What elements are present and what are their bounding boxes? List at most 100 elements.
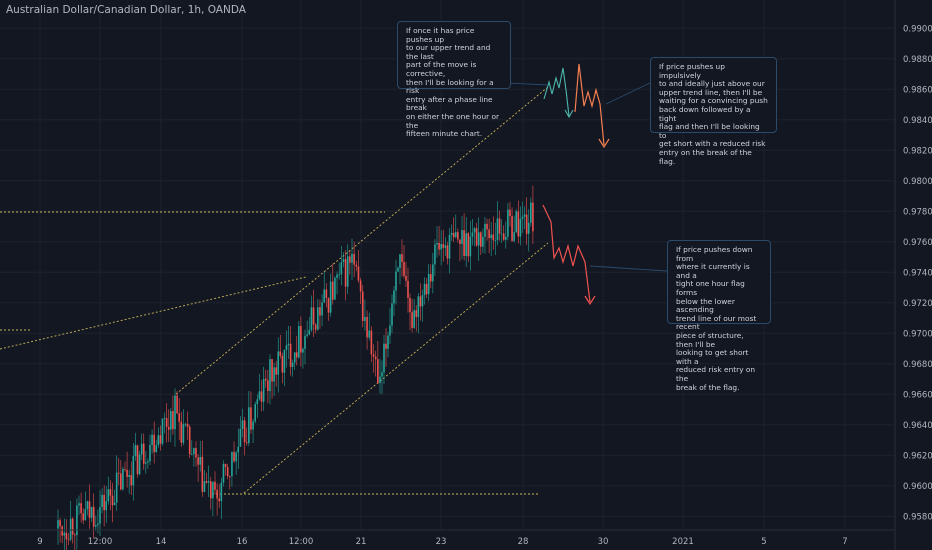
candle [218,484,221,508]
candle [254,401,256,424]
candle [295,335,298,366]
candle [149,434,151,465]
candle [241,408,244,438]
old-trend-line [0,276,307,350]
candle [277,337,280,393]
note-top: If once it has price pushes up to our up… [397,21,511,138]
candle [298,321,300,359]
candle [393,285,395,317]
green-projection-path [543,67,570,117]
candle [61,525,63,544]
candle [111,482,114,523]
candle [273,362,275,397]
candle [145,451,147,474]
candle [199,440,202,472]
candle [226,463,229,480]
candle [511,207,513,243]
candle [205,472,208,484]
candle [523,206,526,230]
candle [80,492,82,523]
x-tick-label: 9 [37,537,42,547]
candle [157,427,160,448]
candle [153,421,155,464]
candle [165,403,168,443]
candle [245,427,248,446]
candle [95,515,97,531]
candle [338,262,340,280]
candle [182,409,185,446]
candle [229,475,231,490]
candle [502,225,505,241]
candle [186,411,189,440]
candle [457,228,459,243]
candle [304,329,306,365]
candle [275,360,277,387]
candle [124,461,126,472]
candle [372,344,375,373]
candle [490,222,493,257]
note-connectors [506,82,668,272]
candle [306,320,308,338]
note-right-top: If price pushes up impulsively to and id… [650,57,777,165]
note-right-top-connector [605,82,651,105]
candle [505,221,507,249]
candle [191,440,193,456]
candle [515,208,518,234]
candle [454,214,457,239]
candle [473,226,476,247]
candle [172,395,174,435]
candle [147,458,149,469]
candle [122,466,124,491]
y-tick-label: 0.99000 [903,24,932,34]
candle [256,394,259,418]
lower-trend-line [243,242,549,494]
green-projection-arrowhead [564,109,574,119]
candle [174,388,176,447]
candle [432,252,434,294]
candle [475,222,478,247]
candle [203,470,206,493]
candle [142,433,145,470]
candle [224,463,227,476]
candle [479,231,482,255]
candle [302,347,304,369]
candle [379,359,381,394]
candle [214,471,216,495]
candle [357,249,360,283]
candle [488,218,490,254]
candle [450,224,453,241]
candle [193,447,195,467]
candle [117,457,120,486]
candle [361,285,364,328]
candle [113,489,116,506]
candle [258,373,261,401]
x-tick-label: 2021 [672,537,694,547]
candle [109,480,112,511]
candle [366,310,368,350]
candle [138,451,141,476]
trend-lines [0,86,549,495]
candle [115,455,118,511]
candle [461,216,463,260]
candle [434,239,436,276]
candle [136,444,139,478]
candle [427,263,430,301]
candle [231,451,233,487]
candle [325,283,328,308]
candle [319,299,321,329]
candle [527,209,530,252]
candle [264,369,267,388]
candle [195,441,197,467]
candle [469,220,472,271]
time-axis[interactable]: 9 12:00 14 16 12:00 21 23 28 30 2021 5 7 [0,529,895,547]
candle [130,461,133,496]
candle [381,360,383,395]
candle [176,390,178,415]
